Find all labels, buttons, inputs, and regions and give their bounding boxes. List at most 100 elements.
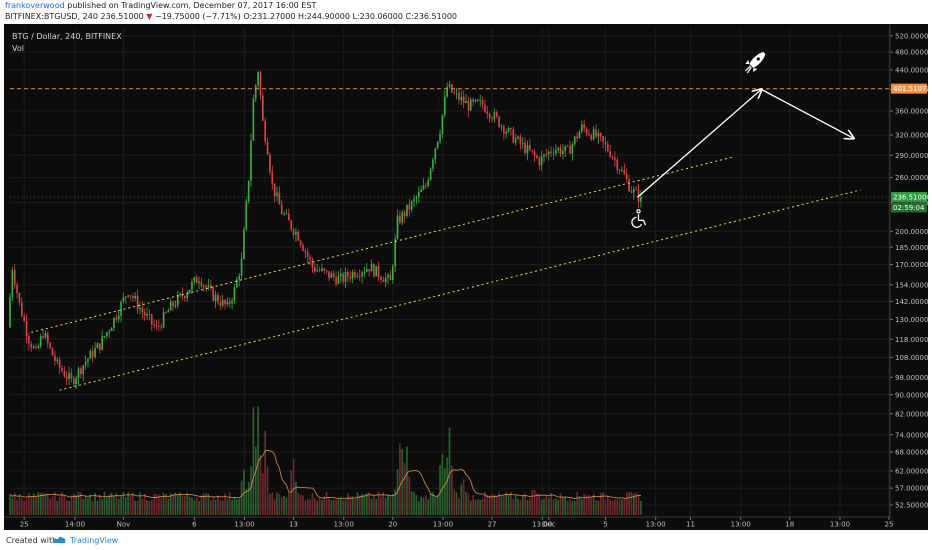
candle [354,268,356,280]
volume-bar [316,500,319,515]
candle [328,271,330,282]
candle [427,177,430,188]
candle-body [51,348,54,356]
y-tick-label: 320.00000 [895,132,928,140]
volume-bar [599,492,602,515]
created-with-label: Created with [6,536,58,545]
candle-body [311,259,314,268]
candle-body [474,99,477,102]
candle-body [533,151,536,156]
candle-body [417,191,420,198]
volume-bar [465,491,467,515]
volume-bar [101,499,103,515]
tradingview-brand[interactable]: TradingView [70,536,119,545]
y-tick-label: 260.00000 [895,174,928,182]
candle [401,209,404,226]
published-info: published on TradingView.com, December 0… [67,1,317,10]
candle [139,301,141,315]
candle [72,376,75,387]
volume-bar [158,494,160,515]
candle-body [344,272,347,282]
candle-body [39,336,42,346]
volume-bar [361,493,363,515]
candle [389,269,392,281]
candle-body [510,127,512,130]
candle [325,269,328,275]
volume-bars [9,406,642,515]
candle [150,313,153,332]
candle [193,276,196,285]
volume-bar [531,489,534,515]
volume-bar [32,493,35,515]
candle [363,266,366,278]
candle-body [545,154,548,156]
candle-body [441,114,444,134]
annotation-arrow [761,88,853,138]
candle [479,94,482,107]
wheelchair-seat [637,214,647,226]
candle-body [566,145,569,147]
rocket-fins [745,60,758,72]
candle-body [176,295,179,306]
candle [592,126,595,141]
candle-body [389,274,392,281]
candle [526,140,529,161]
volume-bar [186,492,189,515]
volume-bar [439,464,441,515]
candle-body [264,120,267,142]
volume-bar [356,492,359,515]
candle-body [318,269,321,271]
chart-panel[interactable]: 520.00000480.00000440.00000400.00000360.… [4,24,932,530]
volume-bar [266,466,269,515]
candle [250,133,252,187]
candle-body [262,95,264,121]
volume-bar [597,500,600,515]
volume-bar [18,494,21,515]
candle-body [302,245,304,251]
y-tick-label: 142.00000 [895,298,928,306]
candle-body [524,142,526,154]
candle-body [621,170,623,172]
volume-bar [228,492,231,515]
y-tick-label: 108.00000 [895,354,928,362]
candle [621,166,623,173]
candle-body [628,179,630,192]
volume-bar [176,494,179,515]
volume-bar [507,494,510,515]
volume-bar [621,499,623,515]
price-chart[interactable]: 520.00000480.00000440.00000400.00000360.… [4,24,932,530]
volume-bar [323,496,326,515]
candle-body [212,287,215,301]
volume-bar [429,494,432,515]
candle-body [365,269,368,272]
candle-body [481,100,484,105]
candle [264,117,267,146]
volume-bar [214,499,217,515]
volume-bar [328,498,330,515]
volume-bar [540,499,543,515]
author-name[interactable]: frankoverwood [5,1,65,10]
x-tick-label: 5 [603,521,607,529]
candle-body [356,276,359,277]
candle-body [599,133,602,137]
x-tick-label: 13:00 [731,521,751,529]
volume-bar [250,466,252,515]
candle [417,186,420,203]
candle-body [557,147,560,151]
volume-bar [578,496,581,515]
candle [432,157,434,173]
volume-bar [370,498,373,515]
candle-body [507,127,510,132]
candle-body [84,361,87,366]
candle [103,335,106,339]
candle-body [632,189,635,193]
volume-bar [446,457,448,515]
volume-bar [210,500,212,515]
volume-bar [134,500,137,515]
volume-bar [184,496,186,515]
candle-body [422,185,425,190]
candle [266,137,269,156]
candle [469,97,472,111]
candle-body [382,279,385,282]
candle-body [158,326,160,327]
